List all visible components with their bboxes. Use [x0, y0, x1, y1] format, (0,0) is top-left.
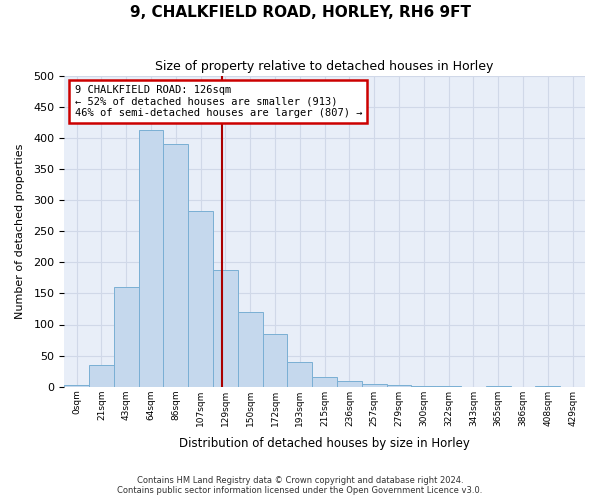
Bar — [89, 365, 114, 386]
Bar — [337, 380, 362, 386]
X-axis label: Distribution of detached houses by size in Horley: Distribution of detached houses by size … — [179, 437, 470, 450]
Bar — [213, 270, 238, 386]
Title: Size of property relative to detached houses in Horley: Size of property relative to detached ho… — [155, 60, 494, 73]
Text: 9, CHALKFIELD ROAD, HORLEY, RH6 9FT: 9, CHALKFIELD ROAD, HORLEY, RH6 9FT — [130, 5, 470, 20]
Bar — [287, 362, 312, 386]
Bar — [188, 210, 213, 386]
Bar — [263, 334, 287, 386]
Bar — [238, 312, 263, 386]
Bar — [114, 287, 139, 386]
Y-axis label: Number of detached properties: Number of detached properties — [15, 144, 25, 319]
Bar — [312, 377, 337, 386]
Text: 9 CHALKFIELD ROAD: 126sqm
← 52% of detached houses are smaller (913)
46% of semi: 9 CHALKFIELD ROAD: 126sqm ← 52% of detac… — [74, 85, 362, 118]
Bar — [163, 144, 188, 386]
Bar — [362, 384, 386, 386]
Text: Contains HM Land Registry data © Crown copyright and database right 2024.
Contai: Contains HM Land Registry data © Crown c… — [118, 476, 482, 495]
Bar — [139, 130, 163, 386]
